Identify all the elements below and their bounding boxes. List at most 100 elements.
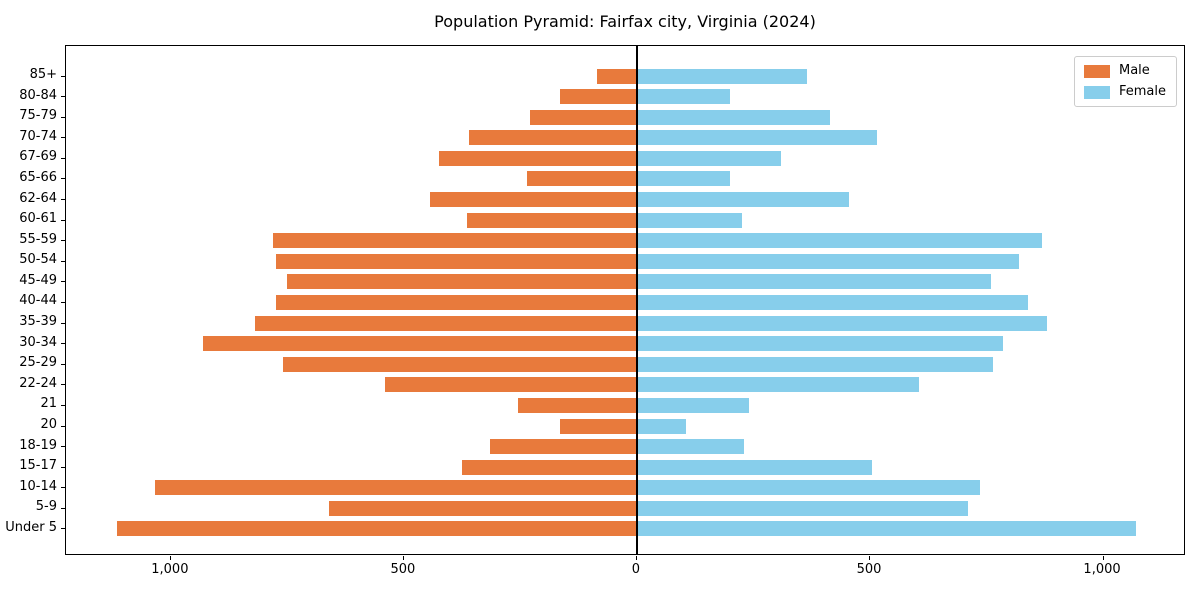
bar-male-Under 5 bbox=[117, 521, 637, 537]
bar-female-80-84 bbox=[636, 89, 731, 105]
bar-male-20 bbox=[560, 418, 637, 434]
bar-male-67-69 bbox=[438, 150, 637, 166]
y-tick-mark bbox=[61, 446, 65, 448]
y-tick-mark bbox=[61, 157, 65, 159]
bar-male-15-17 bbox=[462, 459, 637, 475]
y-tick-mark bbox=[61, 466, 65, 468]
bar-female-22-24 bbox=[636, 377, 919, 393]
bar-male-62-64 bbox=[429, 192, 637, 208]
bar-male-30-34 bbox=[203, 336, 637, 352]
y-tick-label: 25-29 bbox=[19, 355, 57, 371]
y-tick-mark bbox=[61, 137, 65, 139]
legend-male-label: Male bbox=[1118, 63, 1150, 78]
bar-female-67-69 bbox=[636, 150, 782, 166]
bar-female-25-29 bbox=[636, 356, 994, 372]
y-tick-mark bbox=[61, 363, 65, 365]
y-tick-label: 5-9 bbox=[35, 499, 57, 515]
bar-female-60-61 bbox=[636, 212, 742, 228]
y-tick-label: 70-74 bbox=[19, 128, 57, 144]
bar-female-5-9 bbox=[636, 500, 968, 516]
bar-male-18-19 bbox=[490, 439, 637, 455]
y-tick-mark bbox=[61, 219, 65, 221]
y-tick-mark bbox=[61, 343, 65, 345]
bar-male-55-59 bbox=[273, 233, 637, 249]
y-tick-label: 80-84 bbox=[19, 87, 57, 103]
chart-title: Population Pyramid: Fairfax city, Virgin… bbox=[434, 12, 816, 31]
x-tick-mark bbox=[1102, 556, 1104, 560]
x-tick-mark bbox=[869, 556, 871, 560]
x-tick-mark bbox=[403, 556, 405, 560]
y-tick-label: 10-14 bbox=[19, 478, 57, 494]
y-tick-mark bbox=[61, 96, 65, 98]
y-tick-label: 35-39 bbox=[19, 314, 57, 330]
y-tick-mark bbox=[61, 322, 65, 324]
bar-male-80-84 bbox=[560, 89, 637, 105]
bar-female-85+ bbox=[636, 68, 808, 84]
legend: Male Female bbox=[1073, 56, 1177, 107]
bar-female-21 bbox=[636, 397, 749, 413]
y-tick-mark bbox=[61, 528, 65, 530]
plot-area: Male Female bbox=[61, 45, 1185, 560]
bar-female-65-66 bbox=[636, 171, 731, 187]
y-tick-mark bbox=[61, 281, 65, 283]
x-tick-label: 500 bbox=[856, 562, 882, 577]
y-tick-mark bbox=[61, 404, 65, 406]
y-tick-mark bbox=[61, 240, 65, 242]
y-tick-label: 21 bbox=[40, 396, 57, 412]
y-tick-label: Under 5 bbox=[5, 519, 57, 535]
y-tick-mark bbox=[61, 507, 65, 509]
bar-male-65-66 bbox=[527, 171, 637, 187]
bar-female-20 bbox=[636, 418, 686, 434]
bar-male-22-24 bbox=[385, 377, 637, 393]
y-tick-mark bbox=[61, 260, 65, 262]
y-tick-label: 85+ bbox=[29, 67, 57, 82]
bar-female-Under 5 bbox=[636, 521, 1136, 537]
legend-female-swatch bbox=[1083, 85, 1110, 99]
bar-female-35-39 bbox=[636, 315, 1048, 331]
y-tick-mark bbox=[61, 487, 65, 489]
y-axis-labels: 85+ 80-84 75-79 70-74 67-69 65-66 62-64 60-61 55… bbox=[0, 45, 57, 555]
zero-axis-line bbox=[636, 46, 638, 554]
bar-female-55-59 bbox=[636, 233, 1043, 249]
y-tick-mark bbox=[61, 116, 65, 118]
y-tick-label: 15-17 bbox=[19, 458, 57, 474]
x-tick-mark bbox=[170, 556, 172, 560]
bar-male-70-74 bbox=[469, 130, 637, 146]
bar-female-18-19 bbox=[636, 439, 745, 455]
bar-male-45-49 bbox=[287, 274, 637, 290]
bar-female-62-64 bbox=[636, 192, 849, 208]
x-tick-label: 1,000 bbox=[1083, 562, 1121, 577]
bar-male-50-54 bbox=[275, 253, 637, 269]
y-tick-mark bbox=[61, 425, 65, 427]
y-tick-label: 22-24 bbox=[19, 375, 57, 391]
y-tick-label: 67-69 bbox=[19, 149, 57, 165]
y-tick-label: 60-61 bbox=[19, 211, 57, 227]
y-tick-label: 20 bbox=[40, 417, 57, 433]
y-tick-label: 62-64 bbox=[19, 190, 57, 206]
x-tick-mark bbox=[636, 556, 638, 560]
legend-male-swatch bbox=[1083, 64, 1110, 78]
bar-female-30-34 bbox=[636, 336, 1003, 352]
bar-female-70-74 bbox=[636, 130, 877, 146]
y-tick-mark bbox=[61, 301, 65, 303]
y-tick-label: 30-34 bbox=[19, 334, 57, 350]
bar-male-25-29 bbox=[282, 356, 637, 372]
y-tick-mark bbox=[61, 199, 65, 201]
legend-female-label: Female bbox=[1118, 84, 1166, 99]
y-tick-mark bbox=[61, 75, 65, 77]
bar-male-21 bbox=[518, 397, 637, 413]
y-tick-label: 18-19 bbox=[19, 437, 57, 453]
x-tick-label: 500 bbox=[390, 562, 416, 577]
x-axis-labels: 1,000 500 0 500 1,000 bbox=[65, 562, 1185, 582]
bar-female-50-54 bbox=[636, 253, 1020, 269]
y-tick-label: 45-49 bbox=[19, 272, 57, 288]
y-tick-label: 65-66 bbox=[19, 169, 57, 185]
bar-male-60-61 bbox=[466, 212, 637, 228]
bar-male-5-9 bbox=[329, 500, 637, 516]
bar-female-40-44 bbox=[636, 294, 1029, 310]
legend-item-female: Female bbox=[1083, 84, 1166, 99]
y-tick-label: 55-59 bbox=[19, 231, 57, 247]
bar-female-45-49 bbox=[636, 274, 992, 290]
x-tick-label: 0 bbox=[631, 562, 641, 577]
